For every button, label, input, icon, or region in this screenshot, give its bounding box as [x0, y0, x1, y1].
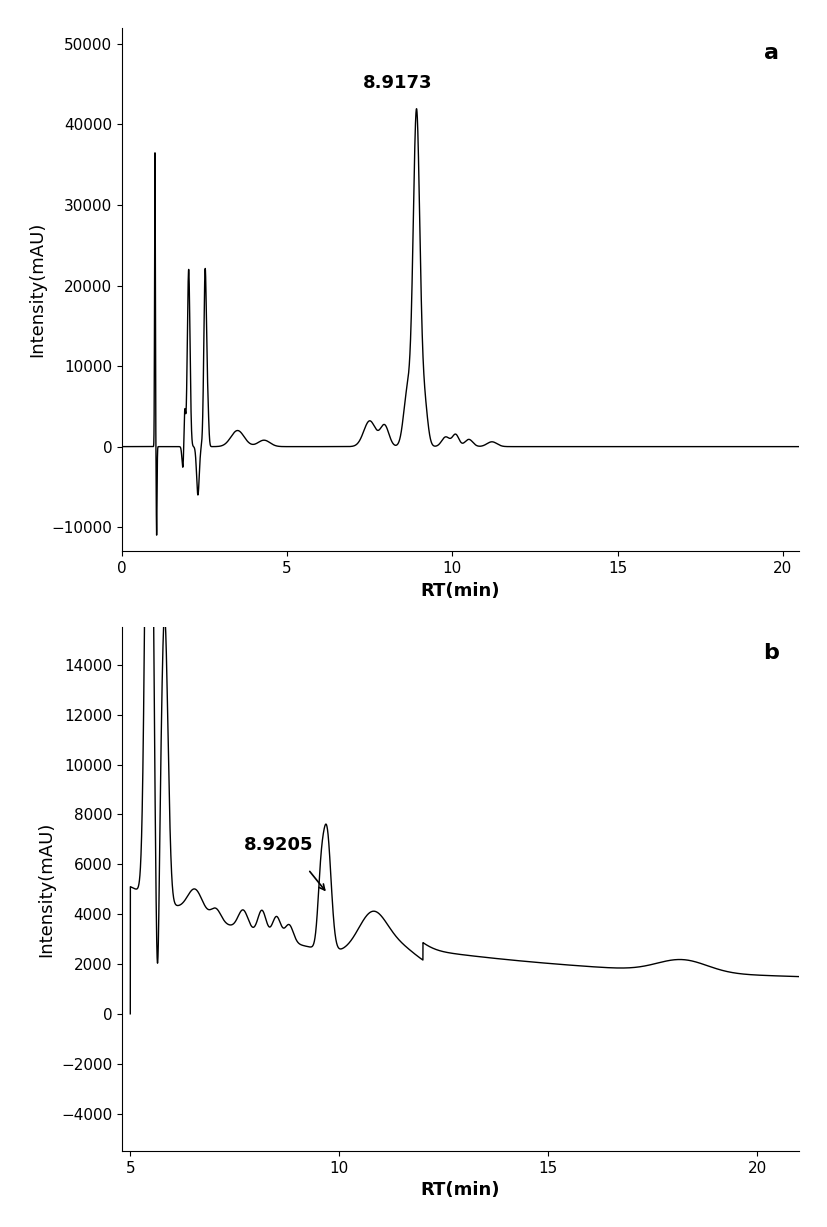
X-axis label: RT(min): RT(min): [421, 582, 500, 600]
Text: a: a: [764, 43, 779, 64]
Y-axis label: Intensity(mAU): Intensity(mAU): [28, 222, 45, 357]
Text: 8.9173: 8.9173: [363, 74, 433, 92]
Text: 8.9205: 8.9205: [244, 837, 313, 854]
Y-axis label: Intensity(mAU): Intensity(mAU): [37, 822, 55, 957]
X-axis label: RT(min): RT(min): [421, 1182, 500, 1199]
Text: b: b: [763, 643, 779, 663]
